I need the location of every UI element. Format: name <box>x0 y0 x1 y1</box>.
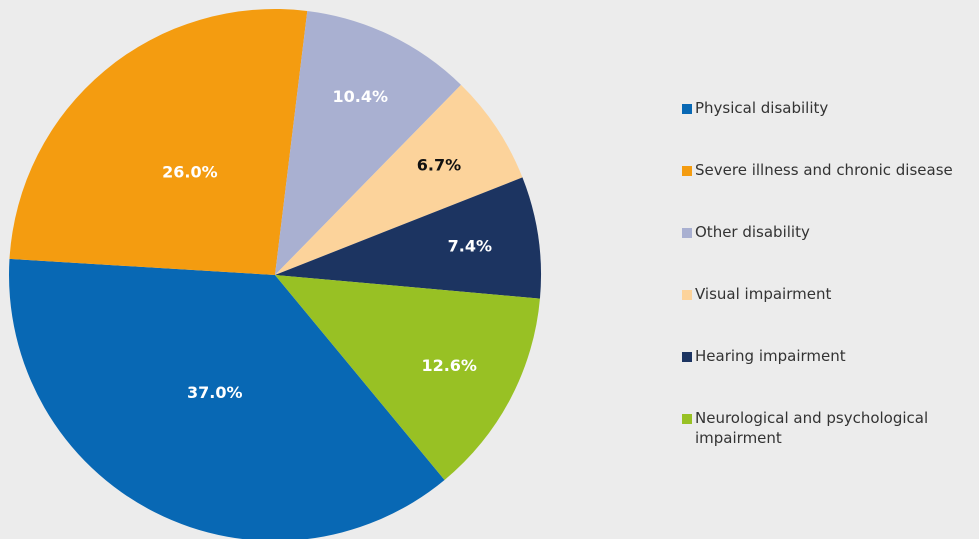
legend-item: Other disability <box>682 222 979 284</box>
legend-label: Other disability <box>695 223 810 241</box>
chart: 37.0% 26.0% 10.4% 6.7% 7.4% 12.6% <box>9 9 542 539</box>
legend-item: Neurological and psychological impairmen… <box>682 408 979 470</box>
legend-swatch <box>682 414 692 424</box>
pie-slice <box>275 177 542 299</box>
pie-slice <box>275 10 462 276</box>
legend-swatch <box>682 228 692 238</box>
legend: Physical disability Severe illness and ch… <box>682 98 979 470</box>
value-label: 26.0% <box>162 162 218 181</box>
pie-slice <box>9 258 445 539</box>
value-label: 10.4% <box>333 87 389 106</box>
pie-slice <box>9 9 308 276</box>
value-label: 6.7% <box>417 156 461 175</box>
legend-label: Hearing impairment <box>695 347 846 365</box>
legend-label: Physical disability <box>695 99 829 117</box>
value-label: 37.0% <box>187 383 243 402</box>
legend-item: Hearing impairment <box>682 346 979 408</box>
legend-swatch <box>682 104 692 114</box>
value-label: 12.6% <box>421 356 477 375</box>
legend-label: Visual impairment <box>695 285 832 303</box>
legend-label: Severe illness and chronic disease <box>695 161 953 179</box>
legend-item: Visual impairment <box>682 284 979 346</box>
legend-item: Physical disability <box>682 98 979 160</box>
legend-label: Neurological and psychological impairmen… <box>695 409 929 447</box>
value-label: 7.4% <box>448 236 492 255</box>
pie-slice <box>275 84 523 275</box>
legend-swatch <box>682 166 692 176</box>
pie-slice <box>275 275 540 480</box>
legend-swatch <box>682 352 692 362</box>
legend-item: Severe illness and chronic disease <box>682 160 979 222</box>
legend-swatch <box>682 290 692 300</box>
